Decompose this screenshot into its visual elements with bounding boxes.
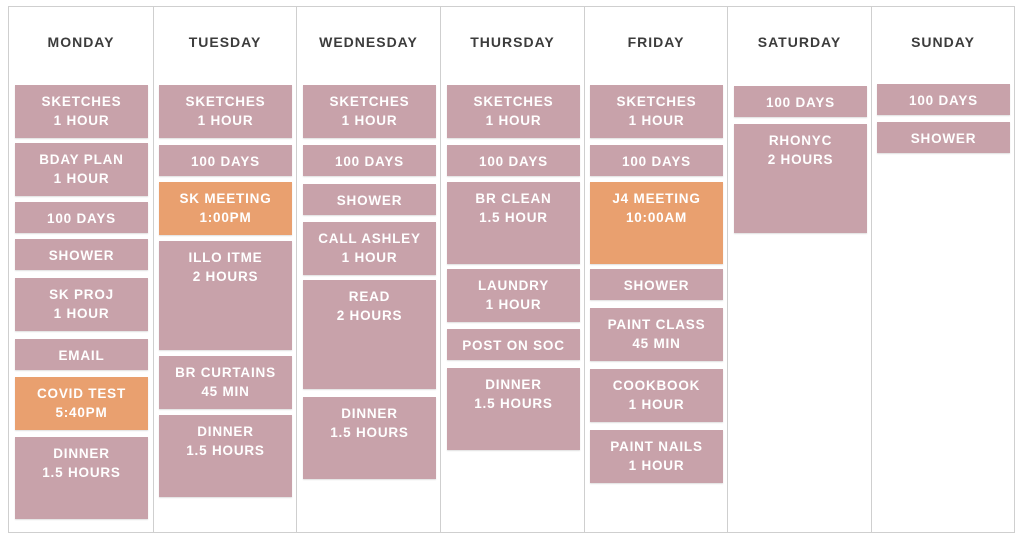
day-column-saturday: SATURDAY 100 DAYS RHONYC 2 HOURS xyxy=(728,7,872,532)
task-card[interactable]: COOKBOOK 1 HOUR xyxy=(590,369,723,422)
task-card[interactable]: 100 DAYS xyxy=(15,202,148,233)
task-card[interactable]: 100 DAYS xyxy=(590,145,723,176)
task-card[interactable]: SHOWER xyxy=(303,184,436,215)
task-card[interactable]: SKETCHES 1 HOUR xyxy=(590,85,723,138)
task-card-highlighted[interactable]: J4 MEETING 10:00AM xyxy=(590,182,723,264)
task-card[interactable]: SKETCHES 1 HOUR xyxy=(303,85,436,138)
task-card[interactable]: LAUNDRY 1 HOUR xyxy=(447,269,580,322)
day-column-tuesday: TUESDAY SKETCHES 1 HOUR 100 DAYS SK MEETI… xyxy=(154,7,297,532)
day-title: SATURDAY xyxy=(757,34,842,50)
task-card[interactable]: 100 DAYS xyxy=(877,84,1010,115)
task-card[interactable]: DINNER 1.5 HOURS xyxy=(159,415,292,497)
task-card[interactable]: SK PROJ 1 HOUR xyxy=(15,278,148,331)
task-card-highlighted[interactable]: COVID TEST 5:40PM xyxy=(15,377,148,430)
task-card[interactable]: DINNER 1.5 HOURS xyxy=(303,397,436,479)
task-card[interactable]: CALL ASHLEY 1 HOUR xyxy=(303,222,436,275)
task-card[interactable]: SHOWER xyxy=(877,122,1010,153)
day-title: WEDNESDAY xyxy=(319,34,418,50)
day-title: THURSDAY xyxy=(470,34,555,50)
weekly-schedule-board: MONDAY SKETCHES 1 HOUR BDAY PLAN 1 HOUR 10… xyxy=(8,6,1015,533)
task-card[interactable]: SKETCHES 1 HOUR xyxy=(447,85,580,138)
task-card-highlighted[interactable]: SK MEETING 1:00PM xyxy=(159,182,292,235)
day-column-wednesday: WEDNESDAY SKETCHES 1 HOUR 100 DAYS SHOWER… xyxy=(297,7,441,532)
day-column-monday: MONDAY SKETCHES 1 HOUR BDAY PLAN 1 HOUR 10… xyxy=(9,7,154,532)
task-card[interactable]: BDAY PLAN 1 HOUR xyxy=(15,143,148,196)
task-card[interactable]: 100 DAYS xyxy=(734,86,867,117)
task-card[interactable]: SHOWER xyxy=(15,239,148,270)
task-card[interactable]: BR CURTAINS 45 MIN xyxy=(159,356,292,409)
day-title: FRIDAY xyxy=(627,34,685,50)
task-card[interactable]: EMAIL xyxy=(15,339,148,370)
task-card[interactable]: BR CLEAN 1.5 HOUR xyxy=(447,182,580,264)
task-card[interactable]: READ 2 HOURS xyxy=(303,280,436,389)
task-card[interactable]: SHOWER xyxy=(590,269,723,300)
task-card[interactable]: 100 DAYS xyxy=(159,145,292,176)
task-card[interactable]: DINNER 1.5 HOURS xyxy=(447,368,580,450)
task-card[interactable]: RHONYC 2 HOURS xyxy=(734,124,867,233)
day-column-thursday: THURSDAY SKETCHES 1 HOUR 100 DAYS BR CLEA… xyxy=(441,7,585,532)
day-title: MONDAY xyxy=(47,34,115,50)
day-title: SUNDAY xyxy=(911,34,975,50)
task-card[interactable]: 100 DAYS xyxy=(447,145,580,176)
day-column-sunday: SUNDAY 100 DAYS SHOWER xyxy=(872,7,1014,532)
day-title: TUESDAY xyxy=(188,34,262,50)
task-card[interactable]: SKETCHES 1 HOUR xyxy=(159,85,292,138)
day-column-friday: FRIDAY SKETCHES 1 HOUR 100 DAYS J4 MEETIN… xyxy=(585,7,728,532)
task-card[interactable]: ILLO ITME 2 HOURS xyxy=(159,241,292,350)
task-card[interactable]: PAINT CLASS 45 MIN xyxy=(590,308,723,361)
task-card[interactable]: SKETCHES 1 HOUR xyxy=(15,85,148,138)
task-card[interactable]: 100 DAYS xyxy=(303,145,436,176)
task-card[interactable]: PAINT NAILS 1 HOUR xyxy=(590,430,723,483)
task-card[interactable]: DINNER 1.5 HOURS xyxy=(15,437,148,519)
task-card[interactable]: POST ON SOC xyxy=(447,329,580,360)
